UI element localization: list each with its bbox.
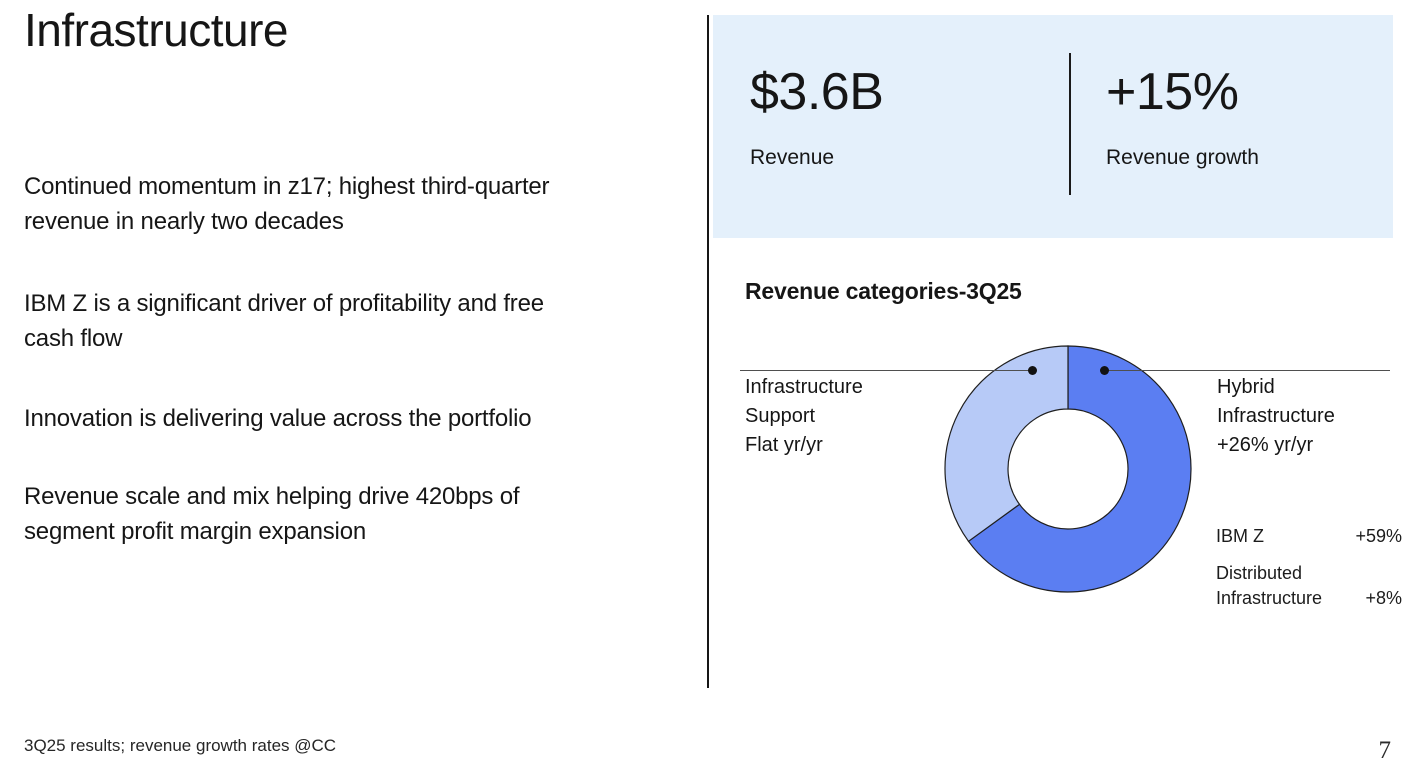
bullet-continued-momentum: Continued momentum in z17; highest third… — [24, 173, 550, 235]
footnote: 3Q25 results; revenue growth rates @CC — [24, 736, 337, 755]
page-title: Infrastructure — [24, 4, 289, 56]
label-hybrid-infrastructure: Hybrid Infrastructure +26% yr/yr — [1217, 376, 1335, 456]
revenue-value: $3.6B — [750, 63, 884, 121]
sub-metric-label: Distributed Infrastructure — [1216, 563, 1323, 608]
sub-metric-label: IBM Z — [1216, 526, 1264, 546]
callout-dot-left — [1028, 366, 1037, 375]
callout-line-right — [1104, 370, 1390, 371]
revenue-label: Revenue — [750, 146, 835, 169]
vertical-divider — [707, 15, 709, 688]
sub-metric-value: +8% — [1365, 588, 1402, 608]
revenue-growth-label: Revenue growth — [1106, 146, 1259, 169]
bullet-innovation-value: Innovation is delivering value across th… — [24, 405, 532, 432]
sub-metric-value: +59% — [1355, 526, 1402, 546]
donut-segment-hybrid-infrastructure — [967, 345, 1192, 593]
label-infrastructure-support: Infrastructure Support Flat yr/yr — [745, 376, 863, 456]
bullet-revenue-scale-mix: Revenue scale and mix helping drive 420b… — [24, 483, 520, 545]
donut-segment-infrastructure-support — [944, 345, 1069, 543]
kpi-box: $3.6B Revenue +15% Revenue growth — [713, 15, 1393, 238]
callout-line-left — [740, 370, 1033, 371]
sub-metric-distributed-infrastructure: Distributed Infrastructure +8% — [1216, 561, 1402, 611]
bullet-ibm-z-profitability: IBM Z is a significant driver of profita… — [24, 290, 544, 352]
donut-chart — [944, 345, 1192, 593]
revenue-growth-value: +15% — [1106, 63, 1239, 121]
chart-title: Revenue categories-3Q25 — [745, 278, 1022, 304]
kpi-divider — [1069, 53, 1071, 195]
sub-metric-ibm-z: IBM Z +59% — [1216, 524, 1402, 549]
callout-dot-right — [1100, 366, 1109, 375]
page-number: 7 — [1378, 737, 1392, 764]
